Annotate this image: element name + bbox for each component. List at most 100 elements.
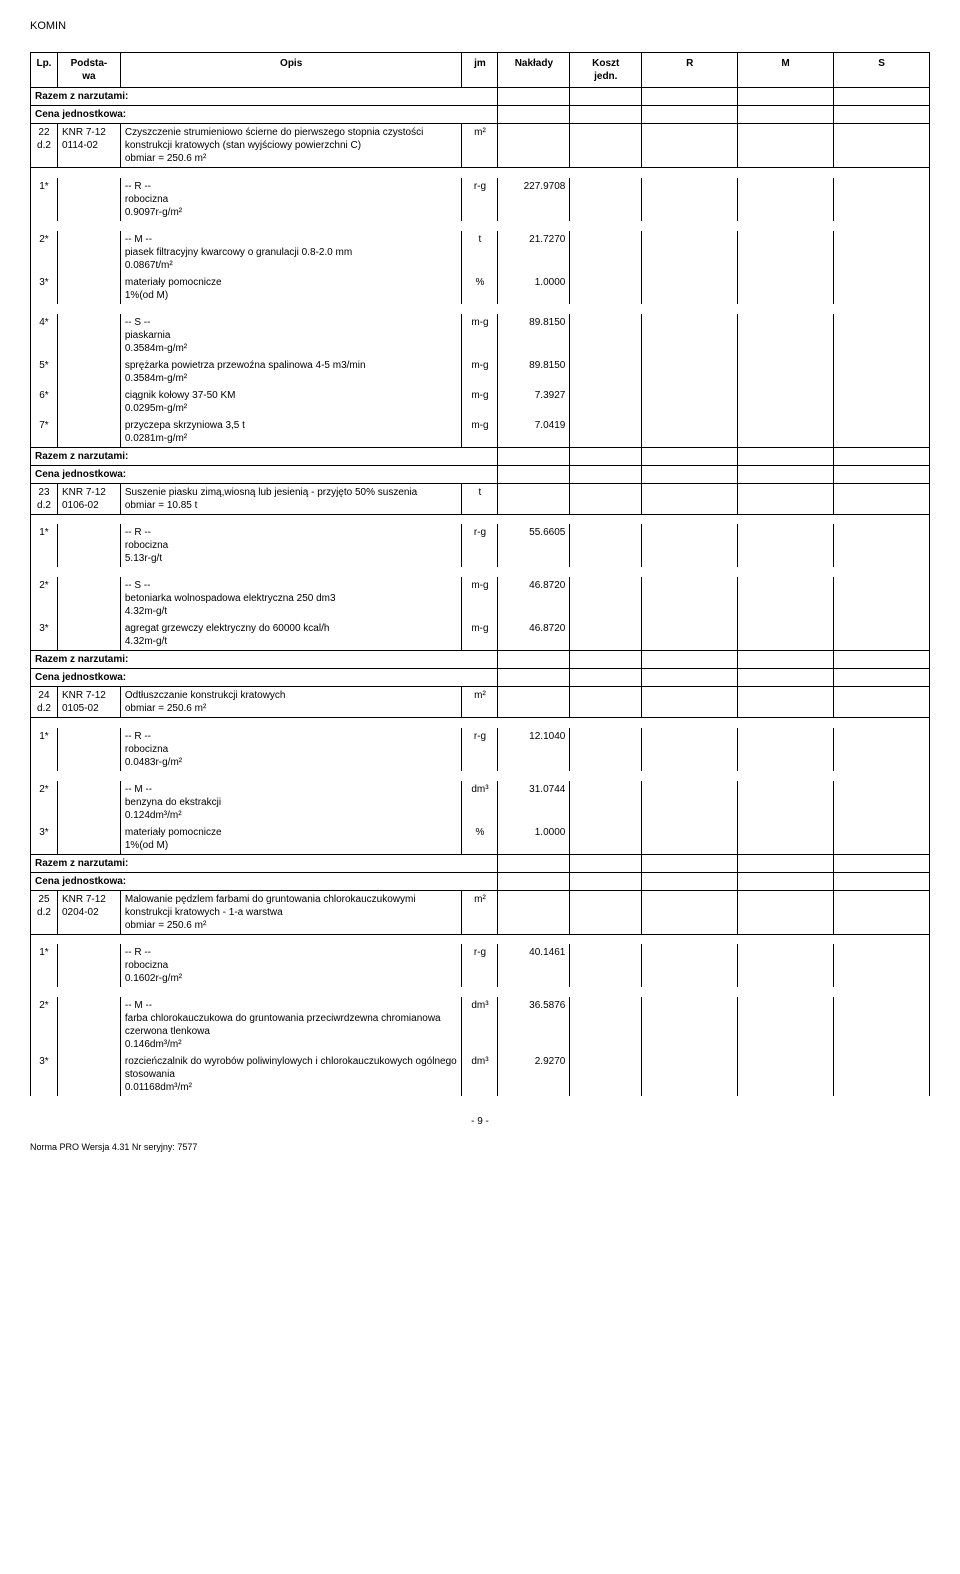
empty-cell: [570, 357, 642, 387]
empty-cell: [738, 669, 834, 687]
empty-cell: [570, 824, 642, 855]
table-row: Razem z narzutami:: [31, 651, 930, 669]
cell-opis: -- R -- robocizna 5.13r-g/t: [120, 524, 462, 567]
cell-opis: -- R -- robocizna 0.1602r-g/m²: [120, 944, 462, 987]
cell-opis: -- R -- robocizna 0.9097r-g/m²: [120, 178, 462, 221]
empty-cell: [834, 620, 930, 651]
blank-row: [31, 771, 930, 781]
empty-cell: [570, 124, 642, 168]
empty-cell: [642, 524, 738, 567]
empty-cell: [498, 483, 570, 514]
cell-lp: 2*: [31, 577, 58, 620]
empty-cell: [834, 577, 930, 620]
empty-cell: [834, 483, 930, 514]
cell-lp: 25 d.2: [31, 890, 58, 934]
empty-cell: [642, 483, 738, 514]
empty-cell: [834, 854, 930, 872]
empty-cell: [642, 465, 738, 483]
table-row: 2*-- S -- betoniarka wolnospadowa elektr…: [31, 577, 930, 620]
empty-cell: [498, 890, 570, 934]
empty-cell: [570, 88, 642, 106]
cell-jm: m²: [462, 124, 498, 168]
empty-cell: [570, 620, 642, 651]
cell-podstawa: [57, 417, 120, 448]
cell-jm: %: [462, 824, 498, 855]
empty-cell: [570, 524, 642, 567]
empty-cell: [834, 274, 930, 304]
empty-cell: [570, 944, 642, 987]
table-header-row: Lp. Podsta- wa Opis jm Nakłady Koszt jed…: [31, 53, 930, 88]
razem-label: Razem z narzutami:: [31, 854, 498, 872]
empty-cell: [738, 88, 834, 106]
cell-lp: 22 d.2: [31, 124, 58, 168]
cell-opis: agregat grzewczy elektryczny do 60000 kc…: [120, 620, 462, 651]
cell-podstawa: [57, 178, 120, 221]
cell-opis: Malowanie pędzlem farbami do gruntowania…: [120, 890, 462, 934]
empty-cell: [738, 357, 834, 387]
cell-jm: m-g: [462, 577, 498, 620]
empty-cell: [642, 314, 738, 357]
empty-cell: [834, 178, 930, 221]
empty-cell: [570, 387, 642, 417]
empty-cell: [738, 231, 834, 274]
cell-podstawa: [57, 997, 120, 1053]
empty-cell: [642, 890, 738, 934]
cell-podstawa: KNR 7-12 0106-02: [57, 483, 120, 514]
empty-cell: [834, 417, 930, 448]
table-row: 3*materiały pomocnicze 1%(od M)%1.0000: [31, 824, 930, 855]
empty-cell: [738, 314, 834, 357]
empty-cell: [642, 274, 738, 304]
empty-cell: [498, 854, 570, 872]
empty-cell: [834, 1053, 930, 1096]
empty-cell: [738, 728, 834, 771]
empty-cell: [642, 997, 738, 1053]
empty-cell: [570, 728, 642, 771]
cost-estimate-table: Lp. Podsta- wa Opis jm Nakłady Koszt jed…: [30, 52, 930, 1096]
header-m: M: [738, 53, 834, 88]
empty-cell: [570, 669, 642, 687]
empty-cell: [834, 387, 930, 417]
cell-jm: m-g: [462, 620, 498, 651]
empty-cell: [738, 687, 834, 718]
empty-cell: [570, 314, 642, 357]
cell-lp: 2*: [31, 231, 58, 274]
cell-lp: 2*: [31, 997, 58, 1053]
cena-label: Cena jednostkowa:: [31, 465, 498, 483]
table-row: 1*-- R -- robocizna 0.1602r-g/m²r-g40.14…: [31, 944, 930, 987]
table-row: Razem z narzutami:: [31, 854, 930, 872]
empty-cell: [834, 669, 930, 687]
cell-naklady: 7.3927: [498, 387, 570, 417]
cell-naklady: 89.8150: [498, 314, 570, 357]
empty-cell: [738, 178, 834, 221]
table-row: Cena jednostkowa:: [31, 106, 930, 124]
cell-jm: dm³: [462, 781, 498, 824]
cell-jm: r-g: [462, 524, 498, 567]
cell-lp: 7*: [31, 417, 58, 448]
empty-cell: [834, 872, 930, 890]
cell-naklady: 2.9270: [498, 1053, 570, 1096]
cell-lp: 1*: [31, 178, 58, 221]
blank-row: [31, 567, 930, 577]
cell-podstawa: [57, 314, 120, 357]
empty-cell: [642, 106, 738, 124]
cell-podstawa: [57, 1053, 120, 1096]
table-row: Razem z narzutami:: [31, 447, 930, 465]
cell-jm: m-g: [462, 357, 498, 387]
empty-cell: [570, 274, 642, 304]
cell-podstawa: [57, 620, 120, 651]
header-lp: Lp.: [31, 53, 58, 88]
empty-cell: [642, 577, 738, 620]
cell-podstawa: [57, 231, 120, 274]
cell-opis: przyczepa skrzyniowa 3,5 t 0.0281m-g/m²: [120, 417, 462, 448]
empty-cell: [642, 944, 738, 987]
page-number: - 9 -: [30, 1116, 930, 1127]
header-naklady: Nakłady: [498, 53, 570, 88]
blank-row: [31, 514, 930, 524]
cell-jm: t: [462, 231, 498, 274]
cell-opis: sprężarka powietrza przewoźna spalinowa …: [120, 357, 462, 387]
empty-cell: [570, 577, 642, 620]
footer-text: Norma PRO Wersja 4.31 Nr seryjny: 7577: [30, 1142, 930, 1152]
table-row: 24 d.2KNR 7-12 0105-02Odtłuszczanie kons…: [31, 687, 930, 718]
table-row: 2*-- M -- farba chlorokauczukowa do grun…: [31, 997, 930, 1053]
empty-cell: [834, 314, 930, 357]
